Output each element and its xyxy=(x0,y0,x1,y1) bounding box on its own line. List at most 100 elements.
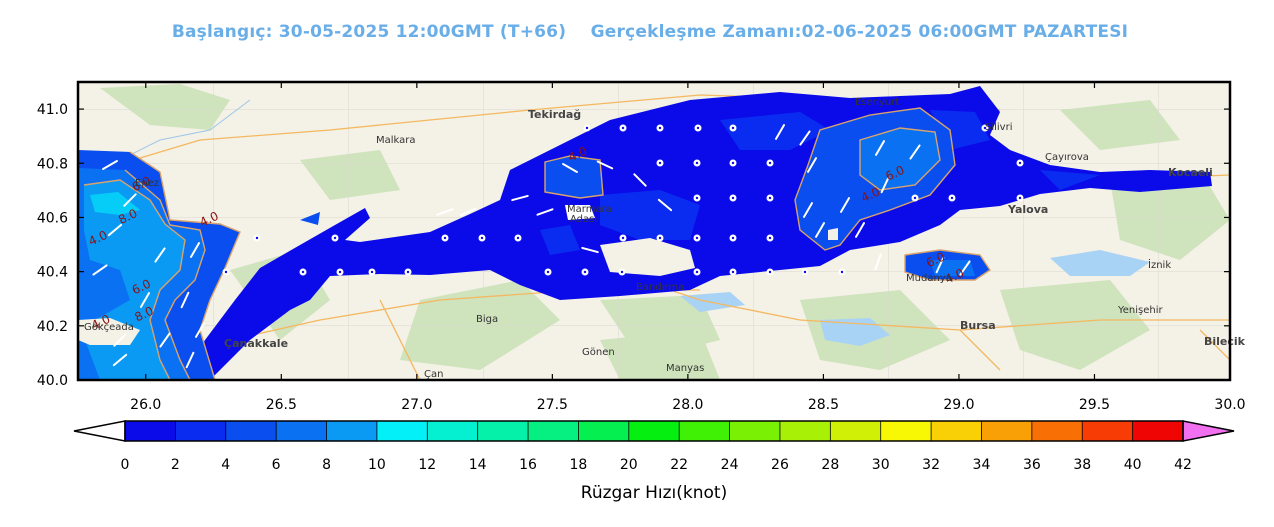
place-kocaeli: Kocaeli xyxy=(1168,166,1213,179)
colorbar-bin xyxy=(528,421,579,441)
x-tick-label: 29.0 xyxy=(943,397,974,413)
calm-marker-dot xyxy=(585,126,589,130)
calm-marker-dot xyxy=(406,270,410,274)
calm-marker-dot xyxy=(983,126,987,130)
x-tick-label: 26.0 xyxy=(130,397,161,413)
calm-marker-dot xyxy=(731,270,735,274)
x-tick-label: 28.0 xyxy=(672,397,703,413)
x-tick-label: 27.0 xyxy=(401,397,432,413)
place-yenisehir: Yenişehir xyxy=(1117,305,1164,316)
wind-arrow xyxy=(459,207,477,217)
calm-marker-dot xyxy=(443,236,447,240)
wind-arrow xyxy=(180,291,190,309)
calm-marker-dot xyxy=(695,236,699,240)
wind-arrow xyxy=(112,353,128,367)
wind-arrow xyxy=(511,194,529,202)
colorbar-tick-label: 20 xyxy=(620,457,638,473)
colorbar-tick-label: 22 xyxy=(670,457,688,473)
calm-marker-dot xyxy=(695,196,699,200)
colorbar-bin xyxy=(880,421,932,441)
place-tekirdag: Tekirdağ xyxy=(528,108,581,121)
wind-arrow xyxy=(536,208,554,216)
contour-4-east xyxy=(794,107,956,251)
y-tick-label: 40.6 xyxy=(37,210,68,226)
place-esenyurt: Esenyurt xyxy=(855,97,899,108)
colorbar-title: Rüzgar Hızı(knot) xyxy=(581,483,727,503)
place-cayirova: Çayırova xyxy=(1045,152,1089,163)
calm-marker-dot xyxy=(516,236,520,240)
wind-arrow xyxy=(107,223,123,237)
colorbar-tick-label: 32 xyxy=(922,457,940,473)
place-bursa: Bursa xyxy=(960,319,996,332)
calm-marker-dot xyxy=(546,270,550,274)
colorbar-tick-label: 26 xyxy=(771,457,789,473)
y-tick-label: 40.2 xyxy=(37,319,68,335)
wind-arrow xyxy=(436,208,454,216)
wind-arrow xyxy=(102,160,118,170)
place-marmara-adasi: Marmara xyxy=(567,204,612,215)
wind-arrow xyxy=(113,333,127,347)
wind-band-2-4 xyxy=(540,110,1100,255)
calm-marker-dot xyxy=(768,161,772,165)
wind-arrow xyxy=(581,246,599,254)
colorbar-tick-label: 0 xyxy=(121,457,130,473)
wind-arrow xyxy=(596,160,614,170)
calm-marker-dot xyxy=(255,236,259,240)
calm-marker-dot xyxy=(658,126,662,130)
wind-arrow xyxy=(92,264,108,276)
calm-marker-dot xyxy=(696,126,700,130)
wind-arrow xyxy=(159,332,171,348)
colorbar-bin xyxy=(779,421,831,441)
plot-frame xyxy=(76,80,1232,382)
colorbar-bin xyxy=(427,421,479,441)
colorbar-bin xyxy=(830,421,882,441)
place-biga: Biga xyxy=(476,314,498,325)
calm-marker-dot xyxy=(583,270,587,274)
colorbar-tick-label: 8 xyxy=(322,457,331,473)
place-iznik: İznik xyxy=(1148,258,1171,271)
x-tick-label: 27.5 xyxy=(537,397,568,413)
colorbar-tick-label: 28 xyxy=(821,457,839,473)
wind-arrow xyxy=(880,176,890,194)
wind-arrow xyxy=(799,130,811,146)
wind-arrow xyxy=(154,247,166,263)
colorbar-frame xyxy=(124,420,1184,442)
marmara-island xyxy=(565,205,595,220)
x-tick-label: 28.5 xyxy=(808,397,839,413)
wind-vectors xyxy=(92,124,1024,369)
colorbar-tick-label: 36 xyxy=(1023,457,1041,473)
wind-arrow xyxy=(875,140,885,156)
wind-band-6-8 xyxy=(860,128,975,276)
wind-arrow xyxy=(815,222,825,238)
wind-arrow xyxy=(807,157,817,173)
calm-marker-dot xyxy=(1018,161,1022,165)
colorbar-bin xyxy=(578,421,630,441)
kapidag-peninsula xyxy=(600,238,695,276)
colorbar-bin xyxy=(326,421,378,441)
colorbar-bin xyxy=(1082,421,1134,441)
contour-lines xyxy=(83,107,991,380)
colorbar-over-extension xyxy=(1182,420,1235,442)
y-tick-label: 40.0 xyxy=(37,373,68,389)
x-tick-label: 26.5 xyxy=(266,397,297,413)
place-marmara-adasi-2: Adası xyxy=(570,214,597,225)
y-axis: 40.0 40.2 40.4 40.6 40.8 41.0 xyxy=(37,102,1230,389)
page-title: Başlangıç: 30-05-2025 12:00GMT (T+66) Ge… xyxy=(171,22,1129,42)
colorbar-tick-label: 2 xyxy=(171,457,180,473)
calm-marker-dot xyxy=(338,270,342,274)
contour-west-8 xyxy=(83,179,186,380)
calm-marker-dot xyxy=(840,270,844,274)
colorbar-tick-label: 18 xyxy=(570,457,588,473)
calm-marker-dot xyxy=(480,236,484,240)
colorbar-bin xyxy=(376,421,428,441)
wind-arrow xyxy=(190,242,200,258)
wind-arrow xyxy=(562,163,578,173)
calm-marker-dot xyxy=(658,161,662,165)
place-manyas: Manyas xyxy=(666,363,704,374)
colorbar-tick-label: 14 xyxy=(469,457,487,473)
wind-arrow xyxy=(855,222,865,238)
wind-arrow xyxy=(775,124,785,140)
contour-4-gemlik xyxy=(904,249,991,281)
colorbar-bin xyxy=(477,421,529,441)
